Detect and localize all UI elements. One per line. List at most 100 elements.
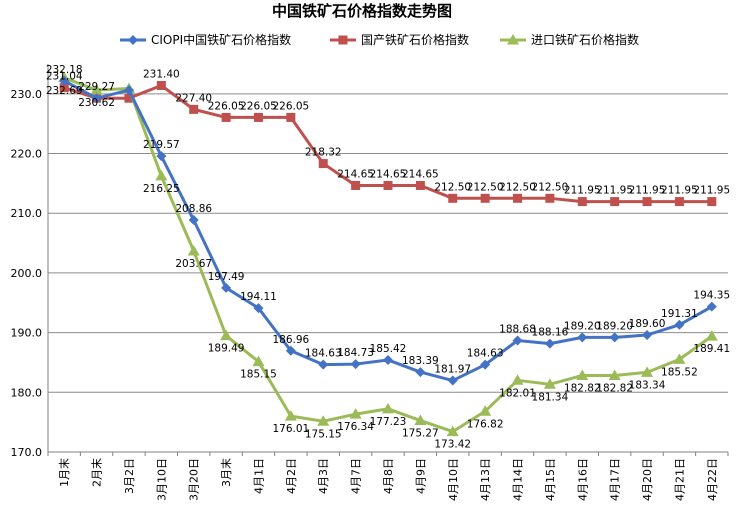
data-label: 176.82 xyxy=(467,418,504,430)
data-label: 229.27 xyxy=(78,81,115,93)
legend-item: 进口铁矿石价格指数 xyxy=(500,32,639,47)
data-label: 181.97 xyxy=(434,364,471,376)
data-label: 212.50 xyxy=(434,181,471,193)
data-point xyxy=(383,354,393,365)
data-label: 214.65 xyxy=(402,168,439,180)
data-point xyxy=(480,359,491,370)
data-label: 208.86 xyxy=(175,203,212,215)
y-tick-label: 180.0 xyxy=(11,386,43,399)
data-label: 226.05 xyxy=(240,100,277,112)
data-point xyxy=(544,338,555,349)
data-label: 211.95 xyxy=(629,185,666,197)
x-tick-label: 3月10日 xyxy=(155,458,168,501)
x-tick-label: 4月17日 xyxy=(609,458,622,501)
x-tick-label: 1月末 xyxy=(57,458,71,487)
data-label: 211.95 xyxy=(693,185,730,197)
data-label: 188.68 xyxy=(499,323,536,335)
data-label: 216.25 xyxy=(143,183,180,195)
data-point xyxy=(221,112,231,122)
data-point xyxy=(513,193,523,203)
data-label: 184.63 xyxy=(305,348,342,360)
data-label: 189.20 xyxy=(564,320,601,332)
data-label: 175.27 xyxy=(402,428,439,440)
data-point xyxy=(415,180,425,190)
x-tick-label: 4月3日 xyxy=(317,458,330,494)
data-point xyxy=(642,197,652,207)
data-point xyxy=(189,104,199,114)
data-point xyxy=(317,415,330,426)
data-label: 185.52 xyxy=(661,366,698,378)
data-point xyxy=(610,197,620,207)
y-tick-label: 230.0 xyxy=(11,88,43,101)
x-tick-label: 4月1日 xyxy=(252,458,265,494)
x-tick-label: 4月10日 xyxy=(447,458,460,501)
data-point xyxy=(91,93,102,104)
data-label: 188.16 xyxy=(532,327,569,339)
data-label: 232.18 xyxy=(46,64,83,76)
data-point xyxy=(318,159,328,169)
series-2 xyxy=(59,80,717,207)
data-label: 185.42 xyxy=(370,343,407,355)
x-tick-label: 4月21日 xyxy=(673,458,686,501)
data-label: 189.41 xyxy=(693,343,730,355)
data-label: 214.65 xyxy=(337,168,374,180)
legend-item: CIOPI中国铁矿石价格指数 xyxy=(120,32,291,47)
x-tick-label: 4月20日 xyxy=(641,458,654,501)
legend-label: 进口铁矿石价格指数 xyxy=(531,32,639,47)
data-label: 212.50 xyxy=(499,181,536,193)
data-point xyxy=(253,303,264,314)
data-point xyxy=(156,151,167,162)
data-label: 177.23 xyxy=(370,416,407,428)
data-point xyxy=(59,83,69,93)
data-point xyxy=(123,85,134,96)
data-point xyxy=(642,330,653,341)
data-point xyxy=(382,402,394,414)
data-label: 182.82 xyxy=(596,382,633,394)
x-tick-label: 4月13日 xyxy=(479,458,492,501)
data-point xyxy=(479,405,492,416)
data-point xyxy=(59,75,70,86)
data-label: 191.31 xyxy=(661,308,698,320)
data-point xyxy=(188,215,199,226)
x-tick-label: 4月9日 xyxy=(414,458,427,494)
data-point xyxy=(446,425,459,437)
data-point xyxy=(674,197,684,207)
data-point xyxy=(286,112,296,122)
data-label: 173.42 xyxy=(434,439,471,451)
data-point xyxy=(447,375,458,386)
data-point xyxy=(608,369,621,380)
data-label: 226.05 xyxy=(208,100,245,112)
data-label: 203.67 xyxy=(175,258,212,270)
legend-label: CIOPI中国铁矿石价格指数 xyxy=(151,32,291,47)
data-point xyxy=(124,93,134,103)
legend-marker xyxy=(128,35,138,45)
x-tick-label: 4月7日 xyxy=(350,458,363,494)
x-tick-label: 4月22日 xyxy=(706,458,719,501)
data-point xyxy=(415,367,426,378)
data-label: 183.34 xyxy=(629,379,666,391)
data-point xyxy=(156,80,166,90)
series-3 xyxy=(58,71,718,437)
data-point xyxy=(414,414,427,426)
chart-title: 中国铁矿石价格指数走势图 xyxy=(272,2,452,20)
data-point xyxy=(576,369,589,380)
data-label: 189.60 xyxy=(629,318,666,330)
data-point xyxy=(545,193,555,203)
x-tick-label: 3月20日 xyxy=(188,458,201,501)
legend-label: 国产铁矿石价格指数 xyxy=(361,32,469,47)
data-point xyxy=(220,329,233,341)
data-point xyxy=(351,180,361,190)
legend-marker xyxy=(507,34,519,45)
data-label: 185.15 xyxy=(240,369,277,381)
data-point xyxy=(707,197,717,207)
data-label: 189.20 xyxy=(596,320,633,332)
data-point xyxy=(577,197,587,207)
x-tick-label: 4月15日 xyxy=(544,458,557,501)
data-label: 182.01 xyxy=(499,387,536,399)
axes: 170.0 180.0 190.0 200.0 210.0 220.0 230.0 1月末 2月… xyxy=(11,64,729,501)
data-label: 211.95 xyxy=(596,185,633,197)
data-point xyxy=(253,112,263,122)
data-point xyxy=(90,84,103,95)
y-tick-label: 210.0 xyxy=(11,207,43,220)
data-label: 219.57 xyxy=(143,139,180,151)
